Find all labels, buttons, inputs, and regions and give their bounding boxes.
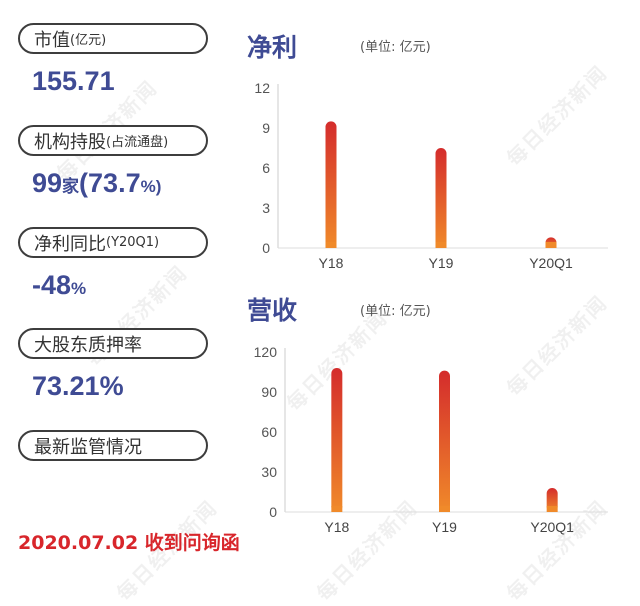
metric-value-text: 99 [32,168,63,198]
metric-value-text: -48 [32,270,72,300]
x-tick-label: Y20Q1 [530,519,574,535]
y-tick-label: 60 [261,424,277,440]
y-tick-label: 3 [262,200,270,216]
bar-Y18 [331,368,343,512]
metric-label-profit-yoy: 净利同比 (Y20Q1) [18,227,208,258]
chart-unit-revenue: (单位: 亿元) [360,304,431,319]
bar-base [331,506,343,512]
bar-base [546,506,558,512]
y-tick-label: 0 [269,504,277,520]
y-tick-label: 9 [262,120,270,136]
chart-unit-profit: (单位: 亿元) [360,40,431,55]
x-tick-label: Y19 [429,255,454,271]
y-tick-label: 0 [262,240,270,256]
y-tick-label: 90 [261,384,277,400]
metric-value-profit-yoy: -48% [32,270,86,301]
x-tick-label: Y18 [319,255,344,271]
regulation-date: 2020.07.02 收到问询函 [18,532,240,554]
metric-label-note: (Y20Q1) [106,235,160,250]
bar-Y19 [439,370,450,512]
metric-label-regulation: 最新监管情况 [18,430,208,461]
bar-base [325,242,337,248]
bar-Y18 [325,121,337,248]
metric-label-text: 市值 [34,29,70,51]
metric-unit-2: %) [140,177,162,196]
bar-Y19 [435,148,447,248]
metric-label-market-cap: 市值 (亿元) [18,23,208,54]
metric-value-text-2: (73.7 [79,168,141,198]
metric-label-text: 机构持股 [34,131,106,153]
metric-label-text: 净利同比 [34,233,106,255]
metric-value-text: 73.21% [32,371,124,401]
bar-base [439,506,450,512]
metric-value-institution-holding: 99家(73.7%) [32,168,161,199]
metric-label-text: 最新监管情况 [34,436,142,458]
metric-unit: 家 [62,177,80,196]
y-tick-label: 120 [254,344,278,360]
x-tick-label: Y19 [432,519,457,535]
metric-label-pledge-ratio: 大股东质押率 [18,328,208,359]
y-tick-label: 6 [262,160,270,176]
metric-value-pledge-ratio: 73.21% [32,371,124,402]
metric-value-market-cap: 155.71 [32,66,115,97]
x-tick-label: Y18 [324,519,349,535]
chart-title-revenue: 营收 [247,296,298,325]
metric-value-text: 155.71 [32,66,115,96]
metric-unit: % [71,279,87,298]
metric-label-note: (亿元) [70,33,107,48]
y-tick-label: 30 [261,464,277,480]
bar-charts: 0 3 6 9 12 Y18 Y19 Y20Q1 0 30 60 90 120 Y18 Y19 Y20Q1 [254,80,608,535]
metric-label-institution-holding: 机构持股 (占流通盘) [18,125,208,156]
metric-label-note: (占流通盘) [106,135,169,150]
chart-title-profit: 净利 [247,33,298,62]
metric-label-text: 大股东质押率 [34,334,142,356]
y-tick-label: 12 [254,80,270,96]
x-tick-label: Y20Q1 [529,255,573,271]
bar-base [545,242,557,248]
bar-base [435,242,447,248]
